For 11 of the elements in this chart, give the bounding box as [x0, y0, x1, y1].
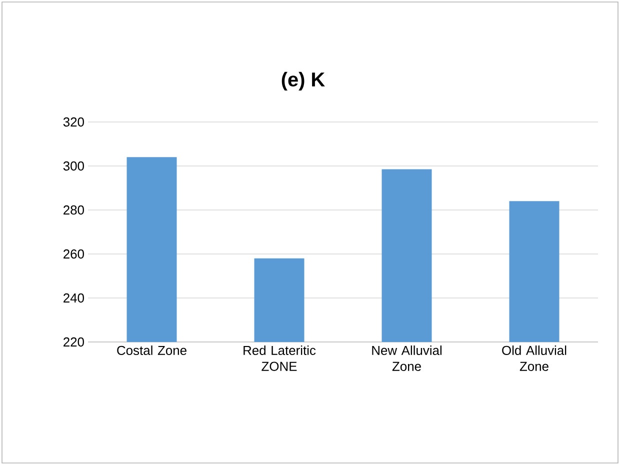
x-tick-label: Costal Zone [117, 346, 186, 356]
y-tick-label: 220 [64, 337, 84, 347]
x-tick-label: New Alluvial Zone [372, 346, 442, 371]
y-tick-label: 320 [63, 117, 84, 127]
chart-title: (e) K [282, 72, 325, 90]
y-tick-label: 280 [64, 205, 84, 215]
x-tick-label: Red Lateritic ZONE [244, 346, 316, 371]
y-tick-label: 300 [63, 161, 84, 171]
y-tick-label: 260 [64, 249, 84, 259]
y-tick-label: 240 [64, 293, 84, 303]
x-tick-label: Old Alluvial Zone [502, 346, 566, 371]
